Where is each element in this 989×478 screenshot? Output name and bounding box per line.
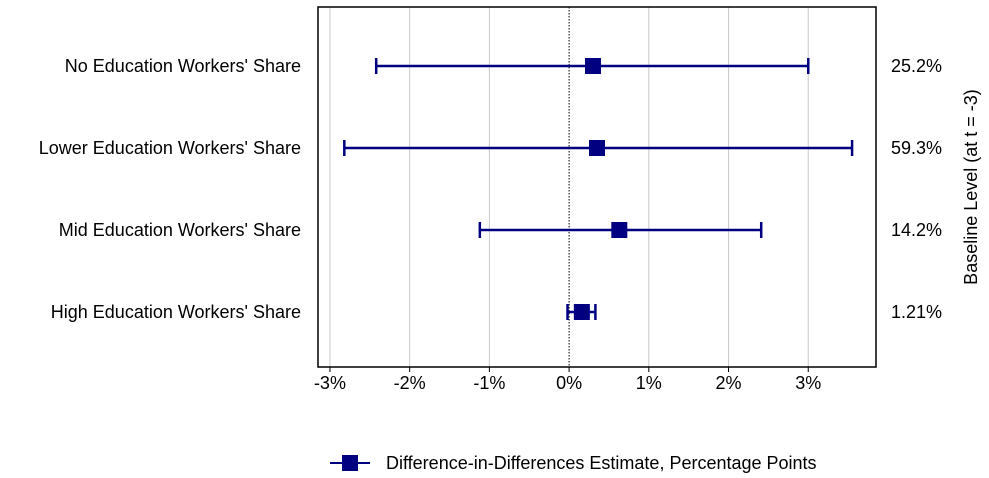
- baseline-value: 1.21%: [891, 302, 942, 322]
- baseline-level-labels: 25.2% 59.3% 14.2% 1.21%: [891, 56, 942, 322]
- x-tick-label: -1%: [473, 373, 505, 393]
- legend-label: Difference-in-Differences Estimate, Perc…: [386, 452, 817, 473]
- estimate-marker: [573, 304, 590, 320]
- category-label: Lower Education Workers' Share: [39, 138, 301, 158]
- category-label: Mid Education Workers' Share: [59, 220, 301, 240]
- legend-marker-icon: [330, 453, 370, 473]
- plot-frame: [317, 6, 877, 368]
- y-axis-category-labels: No Education Workers' Share Lower Educati…: [39, 56, 301, 322]
- legend: Difference-in-Differences Estimate, Perc…: [330, 451, 817, 475]
- baseline-value: 14.2%: [891, 220, 942, 240]
- x-tick-label: -2%: [394, 373, 426, 393]
- x-axis-ticks: -3% -2% -1% 0% 1% 2% 3%: [314, 367, 821, 393]
- baseline-value: 59.3%: [891, 138, 942, 158]
- x-tick-label: 3%: [795, 373, 821, 393]
- estimate-marker: [585, 58, 602, 74]
- x-tick-label: 0%: [556, 373, 582, 393]
- x-tick-label: 2%: [716, 373, 742, 393]
- error-bars: [343, 58, 854, 320]
- category-label: No Education Workers' Share: [65, 56, 301, 76]
- x-tick-label: 1%: [636, 373, 662, 393]
- estimate-marker: [611, 222, 628, 238]
- baseline-value: 25.2%: [891, 56, 942, 76]
- estimate-marker: [589, 140, 605, 156]
- category-label: High Education Workers' Share: [51, 302, 301, 322]
- right-axis-title: Baseline Level (at t = -3): [961, 89, 981, 285]
- point-estimates: [573, 58, 628, 320]
- x-tick-label: -3%: [314, 373, 346, 393]
